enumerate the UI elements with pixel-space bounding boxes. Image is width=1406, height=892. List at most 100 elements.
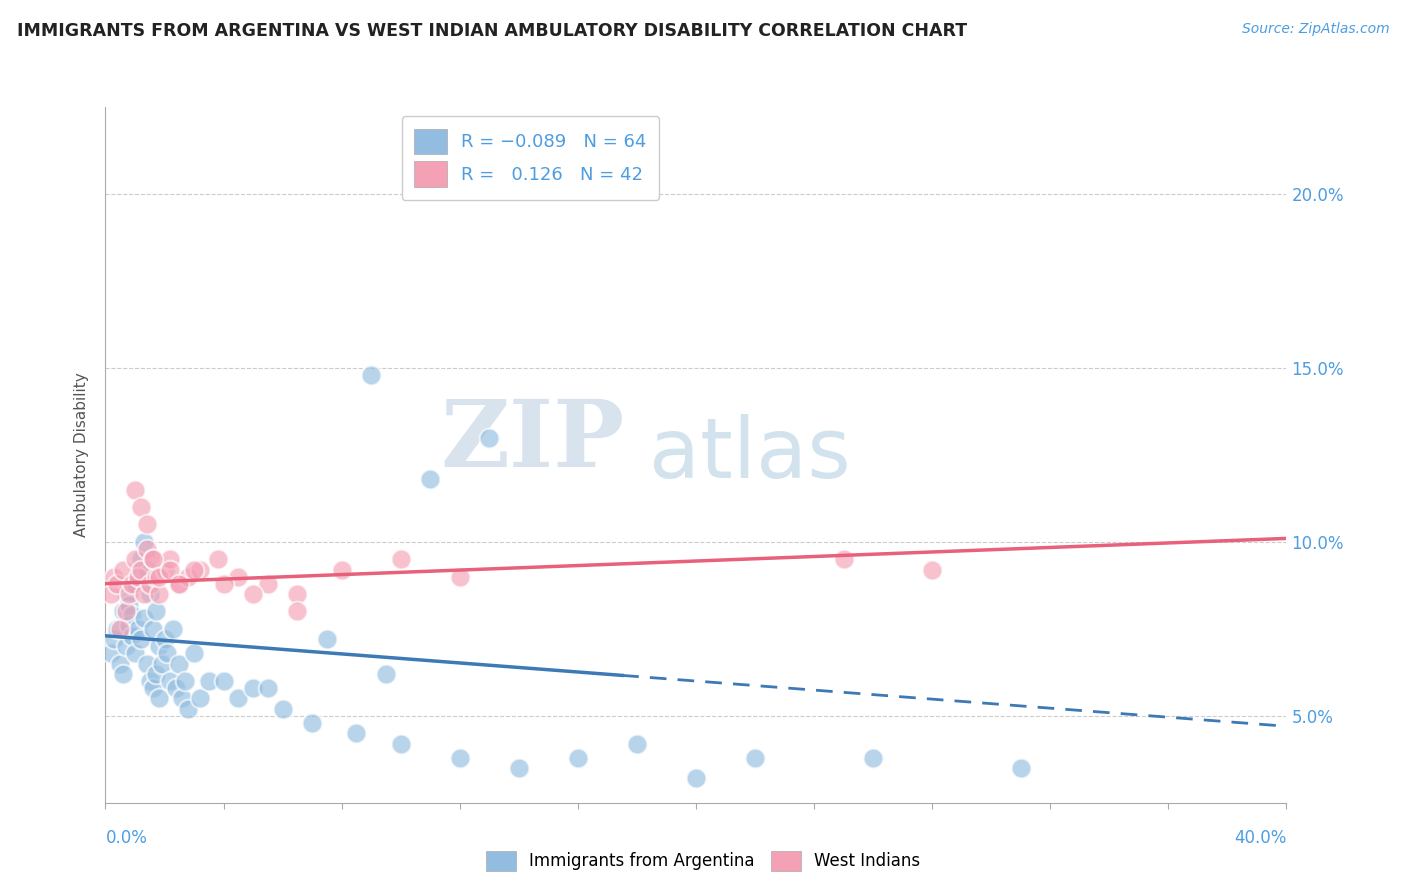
Point [115,639,138,653]
Point [301,715,323,730]
Point [129,500,152,514]
Point [685,772,707,786]
Point [150,657,173,671]
Point [449,570,471,584]
Point [169,657,191,671]
Point [118,618,141,632]
Point [138,674,162,689]
Point [177,570,200,584]
Point [242,681,264,695]
Y-axis label: Ambulatory Disability: Ambulatory Disability [75,373,90,537]
Point [132,534,155,549]
Point [115,587,138,601]
Point [226,570,250,584]
Point [212,576,235,591]
Point [256,576,278,591]
Point [271,702,294,716]
Point [177,702,200,716]
Point [121,576,143,591]
Point [124,576,146,591]
Point [346,726,368,740]
Point [132,587,155,601]
Point [153,563,176,577]
Point [159,563,181,577]
Point [138,587,162,601]
Point [183,563,205,577]
Point [159,674,181,689]
Point [127,570,149,584]
Point [1010,761,1032,775]
Point [145,570,167,584]
Point [110,622,132,636]
Point [103,632,125,647]
Point [153,632,176,647]
Point [148,570,170,584]
Point [169,576,191,591]
Point [127,570,149,584]
Point [142,622,165,636]
Point [135,563,157,577]
Point [129,563,152,577]
Point [832,552,855,566]
Point [112,667,135,681]
Point [256,681,278,695]
Point [360,368,382,382]
Point [132,611,155,625]
Point [145,667,167,681]
Point [165,681,187,695]
Point [121,607,143,622]
Point [389,737,412,751]
Point [100,587,122,601]
Point [105,576,128,591]
Point [169,576,191,591]
Point [626,737,648,751]
Point [142,552,165,566]
Point [124,646,146,660]
Point [103,570,125,584]
Point [138,576,162,591]
Point [567,750,589,764]
Point [921,563,943,577]
Point [129,632,152,647]
Point [174,674,197,689]
Point [188,691,211,706]
Point [197,674,219,689]
Point [129,552,152,566]
Point [330,563,353,577]
Point [148,639,170,653]
Point [744,750,766,764]
Point [374,667,398,681]
Text: 0.0%: 0.0% [105,829,148,847]
Point [124,483,146,497]
Point [478,430,501,444]
Point [112,563,135,577]
Point [124,552,146,566]
Point [419,472,441,486]
Point [212,674,235,689]
Point [156,646,179,660]
Point [449,750,471,764]
Point [118,587,141,601]
Text: atlas: atlas [648,415,851,495]
Point [148,587,170,601]
Point [115,605,138,619]
Point [142,552,165,566]
Text: Source: ZipAtlas.com: Source: ZipAtlas.com [1241,22,1389,37]
Point [148,691,170,706]
Point [100,646,122,660]
Point [315,632,337,647]
Point [287,587,309,601]
Legend: Immigrants from Argentina, West Indians: Immigrants from Argentina, West Indians [477,842,929,880]
Point [142,681,165,695]
Point [135,541,157,556]
Point [287,605,309,619]
Point [118,598,141,612]
Point [135,657,157,671]
Point [145,605,167,619]
Point [188,563,211,577]
Point [159,552,181,566]
Point [172,691,194,706]
Point [183,646,205,660]
Point [226,691,250,706]
Point [242,587,264,601]
